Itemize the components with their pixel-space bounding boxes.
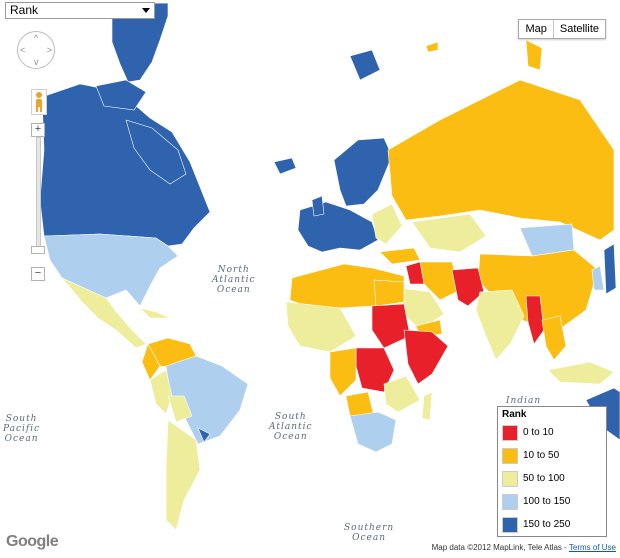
- region-uk[interactable]: [311, 195, 325, 217]
- legend-item: 150 to 250: [498, 513, 606, 536]
- region-cuba[interactable]: [139, 307, 171, 319]
- region-madagascar[interactable]: [421, 391, 433, 421]
- region-myanmar[interactable]: [525, 295, 545, 345]
- region-greenland[interactable]: [111, 2, 169, 83]
- zoom-out-button[interactable]: −: [31, 267, 45, 281]
- legend-label: 0 to 10: [523, 427, 554, 438]
- legend-title: Rank: [502, 409, 527, 420]
- region-west-africa[interactable]: [285, 301, 357, 353]
- label-north-atlantic: North Atlantic Ocean: [212, 265, 256, 295]
- legend-label: 150 to 250: [523, 519, 571, 530]
- legend-item: 10 to 50: [498, 444, 606, 467]
- label-indian-ocean: Indian: [506, 396, 542, 406]
- region-korea[interactable]: [591, 265, 605, 291]
- legend-swatch: [502, 493, 518, 510]
- region-novaya-zemlya[interactable]: [425, 41, 439, 53]
- legend: Rank 0 to 10 10 to 50 50 to 100 100 to 1…: [497, 406, 607, 537]
- attribution-text: Map data ©2012 MapLink, Tele Atlas -: [431, 543, 569, 552]
- legend-label: 10 to 50: [523, 450, 560, 461]
- region-china[interactable]: [477, 249, 599, 333]
- zoom-in-button[interactable]: +: [31, 123, 45, 137]
- region-uruguay[interactable]: [197, 427, 211, 443]
- zoom-slider-handle[interactable]: [31, 246, 45, 254]
- label-south-pacific: South Pacific Ocean: [3, 414, 41, 444]
- region-bolivia[interactable]: [167, 395, 193, 423]
- region-iraq[interactable]: [405, 261, 425, 285]
- region-svalbard[interactable]: [349, 49, 381, 81]
- region-scandinavia[interactable]: [333, 137, 393, 207]
- legend-swatch: [502, 470, 518, 487]
- region-west-central-africa[interactable]: [329, 347, 357, 397]
- label-southern-ocean: Southern Ocean: [344, 523, 395, 543]
- region-india[interactable]: [475, 289, 525, 361]
- region-europe-west[interactable]: [297, 201, 379, 253]
- legend-item: 0 to 10: [498, 421, 606, 444]
- satellite-button[interactable]: Satellite: [552, 20, 605, 38]
- region-japan[interactable]: [603, 243, 617, 295]
- region-peru[interactable]: [149, 369, 173, 415]
- region-horn[interactable]: [403, 329, 449, 385]
- region-argentina[interactable]: [165, 419, 201, 531]
- attribution: Map data ©2012 MapLink, Tele Atlas - Ter…: [432, 543, 616, 552]
- region-mexico[interactable]: [61, 277, 147, 349]
- region-southeast-asia[interactable]: [541, 315, 567, 361]
- legend-swatch: [502, 516, 518, 533]
- region-angola[interactable]: [345, 391, 375, 417]
- label-south-atlantic: South Atlantic Ocean: [269, 412, 313, 442]
- region-sudan[interactable]: [371, 303, 411, 349]
- zoom-slider-track[interactable]: [36, 137, 41, 249]
- region-eastern-europe[interactable]: [371, 203, 403, 245]
- region-afghanistan-pakistan[interactable]: [451, 267, 485, 307]
- region-kazakhstan[interactable]: [411, 213, 487, 253]
- chevron-down-icon: [142, 8, 150, 13]
- pegman-icon[interactable]: [31, 89, 47, 115]
- rank-dropdown[interactable]: Rank: [5, 2, 155, 19]
- legend-item: 50 to 100: [498, 467, 606, 490]
- region-canada-east[interactable]: [125, 119, 187, 185]
- region-southern-africa[interactable]: [349, 411, 397, 453]
- region-egypt[interactable]: [373, 279, 405, 307]
- region-iceland[interactable]: [273, 157, 297, 175]
- rank-dropdown-value: Rank: [10, 3, 39, 17]
- region-turkey[interactable]: [379, 247, 421, 265]
- map-type-control[interactable]: Map Satellite: [518, 19, 606, 39]
- legend-item: 100 to 150: [498, 490, 606, 513]
- pan-left-icon[interactable]: <: [20, 45, 26, 55]
- pan-control[interactable]: ^ < > v: [17, 31, 55, 69]
- pan-down-icon[interactable]: v: [34, 57, 39, 67]
- pan-right-icon[interactable]: >: [46, 45, 52, 55]
- region-indonesia[interactable]: [547, 361, 615, 385]
- legend-swatch: [502, 424, 518, 441]
- legend-label: 50 to 100: [523, 473, 565, 484]
- region-russia-far-north[interactable]: [525, 39, 543, 71]
- legend-label: 100 to 150: [523, 496, 571, 507]
- region-usa[interactable]: [43, 233, 179, 307]
- terms-link[interactable]: Terms of Use: [568, 543, 616, 552]
- map-button[interactable]: Map: [525, 23, 547, 35]
- legend-swatch: [502, 447, 518, 464]
- region-canada-islands[interactable]: [95, 79, 147, 111]
- google-logo: Google: [6, 533, 59, 550]
- region-russia[interactable]: [387, 79, 615, 241]
- pan-up-icon[interactable]: ^: [34, 33, 39, 43]
- region-east-africa[interactable]: [383, 375, 421, 413]
